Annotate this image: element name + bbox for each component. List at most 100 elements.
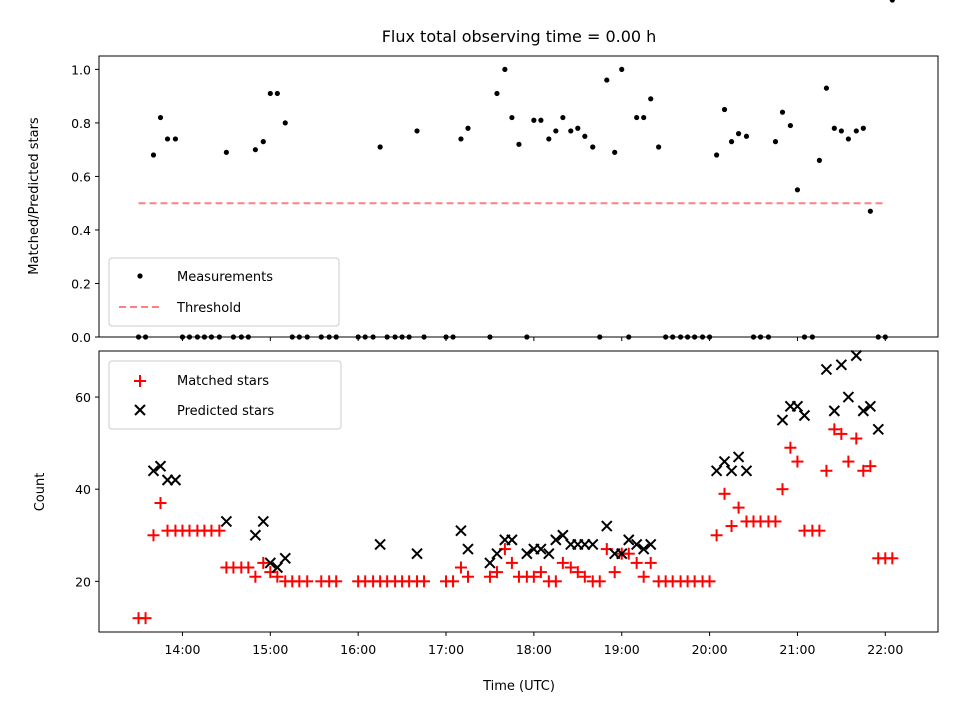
measurement-point: [612, 149, 618, 155]
measurement-point: [172, 136, 179, 142]
predicted-star-point: [791, 400, 804, 412]
predicted-star-point: [828, 405, 841, 417]
predicted-star-point: [835, 359, 848, 371]
count-y-ticks: 20 40 60: [75, 390, 99, 589]
matched-star-point: [622, 547, 635, 560]
count-x-tick-label: 18:00: [516, 642, 552, 657]
matched-star-point: [710, 529, 723, 542]
count-x-tick-label: 15:00: [252, 642, 288, 657]
matched-star-point: [564, 561, 577, 574]
ratio-y-axis-label: Matched/Predicted stars: [27, 117, 42, 275]
predicted-star-point: [557, 529, 569, 541]
ratio-y-ticks: 0.0 0.2 0.4 0.6 0.8 1.0: [71, 62, 99, 345]
legend-predicted-marker: [134, 404, 146, 416]
predicted-star-point: [257, 515, 269, 528]
ratio-y-tick-label: 1.0: [71, 62, 91, 77]
predicted-star-point: [147, 465, 160, 477]
predicted-star-point: [842, 391, 855, 403]
matched-star-point: [257, 556, 270, 569]
measurement-point: [743, 133, 750, 139]
predicted-star-point: [718, 455, 731, 468]
matched-star-point: [264, 566, 277, 579]
predicted-star-point: [249, 529, 262, 541]
ratio-y-tick-label: 0.0: [71, 330, 91, 345]
measurement-point: [150, 152, 157, 158]
predicted-star-point: [864, 400, 877, 412]
predicted-star-point: [491, 547, 503, 560]
matched-star-point: [769, 515, 782, 528]
matched-star-point: [630, 556, 643, 569]
predicted-star-point: [587, 538, 599, 551]
matched-star-point: [608, 566, 621, 579]
legend-matched-marker: [134, 375, 146, 387]
predicted-star-point: [279, 552, 291, 565]
measurement-point: [831, 125, 837, 131]
count-x-tick-label: 22:00: [867, 642, 903, 657]
count-panel: 20 40 60 14:00 15:00 16:00 17:00 18:00 19:00 20:…: [33, 349, 939, 694]
predicted-star-point: [484, 557, 496, 569]
measurement-point: [590, 144, 596, 150]
measurement-point: [860, 125, 866, 131]
matched-star-point: [490, 566, 503, 579]
measurement-point: [465, 125, 471, 131]
measurement-point: [553, 128, 559, 134]
predicted-star-point: [264, 557, 277, 569]
matched-star-point: [857, 464, 870, 477]
matched-star-point: [703, 575, 716, 588]
predicted-star-point: [455, 524, 467, 537]
matched-star-point: [447, 575, 460, 588]
measurement-point: [779, 109, 786, 115]
matched-star-point: [454, 561, 467, 574]
measurement-point: [816, 157, 822, 163]
predicted-star-point: [732, 451, 745, 463]
predicted-star-point: [616, 547, 628, 560]
matched-star-point: [301, 575, 314, 588]
predicted-star-point: [506, 534, 518, 546]
measurement-point: [223, 149, 229, 155]
matched-star-point: [154, 497, 167, 510]
matched-star-point: [828, 423, 841, 436]
chart-title: Flux total observing time = 0.00 h: [382, 27, 657, 46]
matched-star-point: [886, 552, 899, 565]
measurement-point: [575, 125, 581, 131]
measurement-point: [648, 96, 654, 102]
predicted-star-point: [725, 465, 738, 477]
predicted-star-point: [550, 534, 562, 546]
ratio-y-tick-label: 0.2: [71, 276, 91, 291]
matched-star-point: [505, 556, 518, 569]
measurement-point: [641, 114, 647, 121]
matched-star-point: [864, 460, 877, 473]
predicted-star-point: [601, 520, 613, 532]
legend-predicted-label: Predicted stars: [177, 404, 274, 419]
measurement-point: [560, 114, 566, 121]
measurement-point: [728, 139, 735, 145]
predicted-star-point: [798, 409, 811, 422]
count-legend-box: [108, 360, 342, 430]
predicted-star-point: [857, 405, 870, 417]
measurement-point: [582, 133, 588, 139]
predicted-star-point: [169, 474, 182, 486]
predicted-star-point: [374, 538, 386, 551]
legend-threshold-label: Threshold: [176, 301, 241, 316]
ratio-y-tick-label: 0.8: [71, 116, 91, 131]
matched-star-point: [791, 455, 804, 468]
matched-star-point: [842, 455, 855, 468]
legend-measurements-marker: [137, 273, 143, 279]
count-legend: Matched stars Predicted stars: [108, 360, 342, 430]
ratio-y-tick-label: 0.6: [71, 169, 91, 184]
matched-star-point: [527, 570, 540, 583]
matched-star-point: [213, 524, 226, 537]
measurement-point: [516, 141, 522, 147]
measurement-point: [274, 90, 280, 97]
matched-star-point: [139, 612, 152, 625]
matched-star-point: [147, 529, 160, 542]
measurement-point: [252, 147, 258, 153]
matched-star-point: [593, 575, 606, 588]
count-y-axis-label: Count: [33, 473, 48, 512]
predicted-star-point: [154, 460, 167, 472]
measurement-point: [267, 90, 273, 97]
predicted-star-point: [710, 465, 723, 477]
matched-star-point: [549, 575, 562, 588]
measurement-point: [714, 152, 720, 158]
predicted-star-point: [271, 561, 284, 574]
